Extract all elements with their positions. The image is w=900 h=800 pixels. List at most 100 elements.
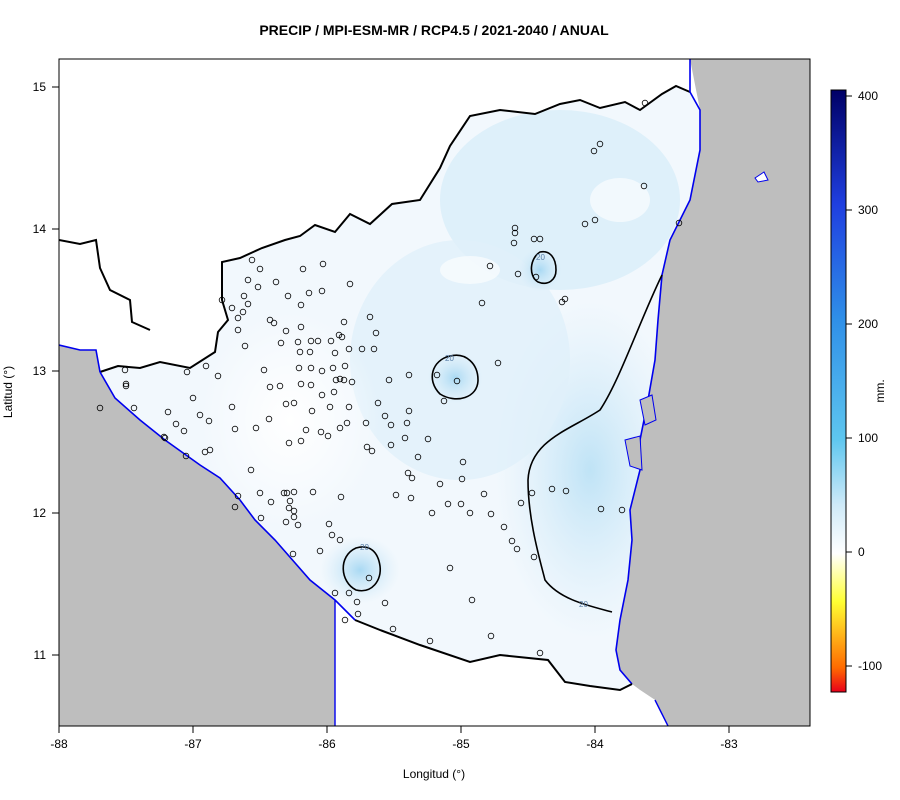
contours	[342, 250, 663, 613]
station-marker	[160, 433, 168, 441]
dry-spot-northeast	[590, 178, 650, 222]
station-marker	[307, 381, 315, 389]
colorbar-tick-label: 100	[858, 431, 878, 445]
station-marker	[297, 380, 305, 388]
colorbar-tick-label: 300	[858, 203, 878, 217]
station-marker	[401, 434, 409, 442]
colorbar-tick-label: 200	[858, 317, 878, 331]
station-marker	[309, 488, 317, 496]
station-marker	[581, 220, 589, 228]
contour-center	[431, 354, 479, 400]
station-marker	[307, 364, 315, 372]
contour-label-east: 20	[579, 600, 588, 609]
station-marker	[404, 469, 412, 477]
station-marker	[286, 497, 294, 505]
station-marker	[510, 239, 518, 247]
y-tick-label: 14	[33, 222, 47, 236]
station-marker	[459, 458, 467, 466]
station-marker	[327, 337, 335, 345]
wet-spot-south	[320, 536, 400, 604]
station-marker	[392, 491, 400, 499]
station-marker	[336, 536, 344, 544]
station-marker	[408, 474, 416, 482]
station-marker	[354, 610, 362, 618]
station-marker	[385, 376, 393, 384]
station-marker	[285, 439, 293, 447]
dry-spot-north	[440, 256, 500, 284]
station-marker	[256, 265, 264, 273]
station-marker	[591, 216, 599, 224]
land-outside-east	[616, 59, 810, 726]
station-marker	[161, 434, 169, 442]
station-marker	[290, 488, 298, 496]
station-marker	[280, 489, 288, 497]
station-marker	[285, 504, 293, 512]
station-marker	[597, 505, 605, 513]
station-marker	[343, 419, 351, 427]
station-marker	[331, 349, 339, 357]
contour-label-center: 20	[445, 354, 454, 363]
station-marker	[453, 377, 461, 385]
contour-east	[527, 274, 663, 613]
x-axis: -88 -87 -86 -85 -84 -83	[50, 726, 738, 751]
station-marker	[283, 489, 291, 497]
x-tick-label: -84	[586, 737, 604, 751]
station-marker	[122, 380, 130, 388]
station-marker	[289, 550, 297, 558]
station-marker	[306, 348, 314, 356]
station-marker	[189, 394, 197, 402]
colorbar-tick-label: 400	[858, 89, 878, 103]
west-border	[59, 238, 151, 331]
station-marker	[257, 514, 265, 522]
panel-frame	[58, 58, 811, 727]
land-outside-southwest	[59, 345, 335, 726]
station-marker	[366, 313, 374, 321]
station-marker	[214, 372, 222, 380]
station-marker	[239, 308, 247, 316]
station-marker	[241, 342, 249, 350]
station-marker	[345, 345, 353, 353]
station-marker	[282, 327, 290, 335]
station-marker	[362, 419, 370, 427]
station-marker	[307, 337, 315, 345]
station-marker	[353, 598, 361, 606]
station-marker	[130, 404, 138, 412]
station-marker	[234, 326, 242, 334]
station-marker	[183, 368, 191, 376]
station-marker	[340, 376, 348, 384]
station-marker	[372, 329, 380, 337]
station-marker	[348, 378, 356, 386]
lagoon-1	[639, 394, 657, 426]
station-marker	[508, 537, 516, 545]
station-marker	[331, 589, 339, 597]
station-marker	[487, 632, 495, 640]
northern-border	[99, 84, 691, 373]
station-marker	[457, 500, 465, 508]
station-marker	[234, 314, 242, 322]
station-marker	[468, 596, 476, 604]
station-marker	[290, 507, 298, 515]
station-marker	[180, 427, 188, 435]
contour-label-south: 20	[360, 543, 369, 552]
station-marker	[121, 366, 129, 374]
station-marker	[284, 292, 292, 300]
station-marker	[272, 278, 280, 286]
station-marker	[266, 383, 274, 391]
x-tick-label: -86	[318, 737, 336, 751]
station-marker	[295, 364, 303, 372]
station-marker	[494, 359, 502, 367]
station-marker	[228, 403, 236, 411]
x-tick-label: -87	[184, 737, 202, 751]
station-marker	[345, 589, 353, 597]
station-marker	[381, 599, 389, 607]
station-marker	[405, 407, 413, 415]
station-marker	[517, 499, 525, 507]
x-axis-title: Longitud (°)	[403, 767, 465, 781]
station-marker	[231, 503, 239, 511]
station-marker	[330, 388, 338, 396]
station-marker	[318, 391, 326, 399]
station-marker	[205, 417, 213, 425]
station-marker	[336, 375, 344, 383]
station-marker	[297, 301, 305, 309]
station-marker	[240, 292, 248, 300]
